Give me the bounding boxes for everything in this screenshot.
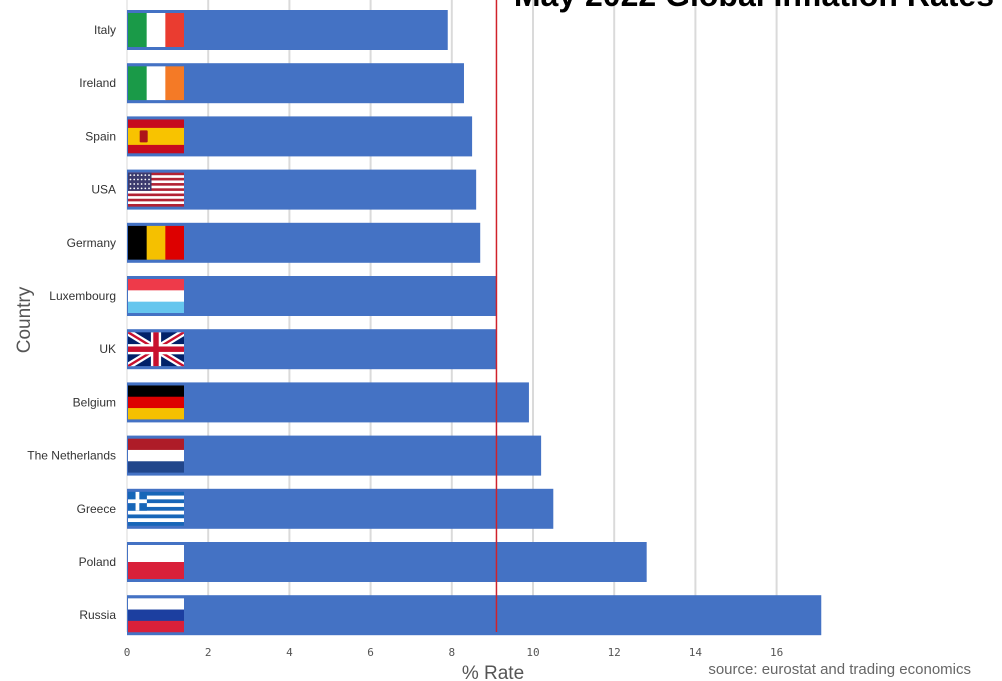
x-tick-label: 6	[367, 646, 374, 659]
x-tick-label: 16	[770, 646, 783, 659]
bars	[127, 10, 822, 636]
bar	[127, 169, 477, 210]
bar	[127, 382, 529, 423]
belgium-flag-icon	[128, 385, 184, 420]
netherlands-flag-icon	[128, 438, 184, 473]
bar	[127, 435, 542, 476]
country-label: Germany	[67, 236, 116, 250]
russia-flag-icon	[128, 598, 184, 633]
y-axis-title: Country	[14, 286, 35, 353]
chart-title: May 2022 Global Inflation Rates	[514, 0, 994, 13]
country-label: USA	[91, 183, 116, 197]
country-label: Russia	[79, 608, 116, 622]
x-tick-label: 12	[608, 646, 621, 659]
country-label: Spain	[85, 129, 116, 143]
spain-flag-icon	[128, 119, 184, 154]
x-tick-label: 2	[205, 646, 212, 659]
germany-flag-icon	[128, 225, 184, 260]
uk-flag-icon	[128, 332, 184, 367]
bar	[127, 595, 822, 636]
poland-flag-icon	[128, 545, 184, 579]
x-tick-label: 8	[448, 646, 455, 659]
bar	[127, 542, 647, 582]
country-labels: Italy Ireland Spain USA Germany Luxembourg UK B…	[27, 23, 116, 622]
bar	[127, 488, 554, 529]
usa-flag-icon	[128, 172, 184, 207]
greece-flag-icon	[128, 491, 184, 526]
ireland-flag-icon	[128, 66, 184, 101]
luxembourg-flag-icon	[128, 279, 184, 313]
country-label: The Netherlands	[27, 449, 116, 463]
x-tick-label: 10	[526, 646, 539, 659]
bar	[127, 276, 497, 316]
source-note: source: eurostat and trading economics	[708, 661, 971, 678]
x-tick-label: 14	[689, 646, 703, 659]
country-label: Italy	[94, 23, 116, 37]
bar	[127, 116, 473, 157]
country-label: Poland	[79, 555, 116, 569]
x-tick-label: 0	[124, 646, 131, 659]
country-label: Greece	[77, 502, 117, 516]
italy-flag-icon	[128, 13, 184, 47]
bar	[127, 329, 497, 370]
country-label: UK	[99, 342, 116, 356]
flags	[128, 13, 184, 633]
bar	[127, 222, 481, 263]
country-label: Belgium	[73, 395, 116, 409]
x-tick-labels: 0 2 4 6 8 10 12 14 16	[124, 646, 784, 659]
x-axis-title: % Rate	[462, 663, 524, 681]
country-label: Ireland	[79, 76, 116, 90]
x-tick-label: 4	[286, 646, 293, 659]
country-label: Luxembourg	[49, 289, 116, 303]
